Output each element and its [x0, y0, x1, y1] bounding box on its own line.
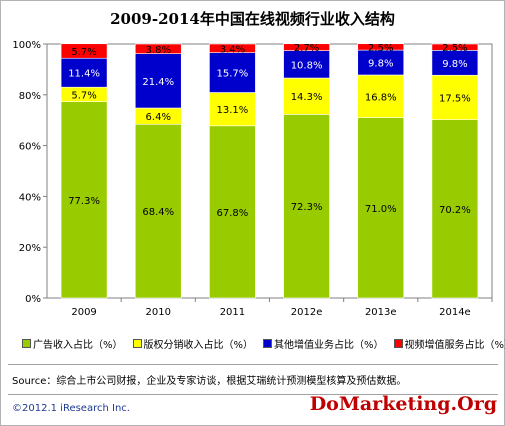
legend-swatch	[263, 339, 273, 348]
data-label: 5.7%	[71, 47, 96, 58]
y-tick-label: 100%	[12, 40, 41, 51]
y-tick-label: 60%	[19, 142, 41, 153]
x-tick-label: 2010	[146, 307, 171, 318]
legend-entry: 广告收入占比（%）	[22, 336, 123, 351]
bar-segment	[209, 52, 256, 93]
data-label: 11.4%	[68, 69, 100, 80]
data-label: 68.4%	[142, 207, 174, 218]
x-tick-label: 2011	[220, 307, 245, 318]
x-tick-label: 2013e	[365, 307, 397, 318]
legend-label: 视频增值服务占比（%）	[404, 340, 505, 351]
plot-area	[46, 43, 493, 299]
legend-entry: 版权分销收入占比（%）	[132, 336, 254, 351]
data-label: 10.8%	[291, 60, 323, 71]
data-label: 17.5%	[439, 93, 471, 104]
data-label: 5.7%	[71, 90, 96, 101]
data-label: 21.4%	[142, 77, 174, 88]
data-label: 72.3%	[291, 202, 323, 213]
bar-segment	[357, 117, 405, 299]
data-label: 15.7%	[217, 69, 249, 80]
data-label: 2.7%	[294, 43, 319, 54]
legend-label: 版权分销收入占比（%）	[143, 340, 254, 351]
data-label: 16.8%	[365, 92, 397, 103]
y-tick-label: 20%	[19, 243, 41, 254]
legend-label: 广告收入占比（%）	[33, 340, 123, 351]
x-tick-label: 2009	[71, 307, 96, 318]
data-label: 9.8%	[368, 59, 393, 70]
chart-title: 2009-2014年中国在线视频行业收入结构	[110, 10, 395, 28]
bar-segment	[431, 74, 479, 120]
bar-segment	[357, 74, 405, 118]
legend-swatch	[132, 339, 142, 348]
bar-segment	[357, 49, 405, 76]
bar-segment	[134, 123, 182, 299]
bar-segment	[209, 125, 256, 299]
data-label: 67.8%	[217, 208, 249, 219]
data-label: 71.0%	[365, 204, 397, 215]
y-tick-label: 0%	[25, 294, 41, 305]
x-tick-label: 2012e	[291, 307, 323, 318]
bar-segment	[134, 43, 182, 54]
bar-segment	[283, 43, 330, 51]
bar-segment	[431, 119, 479, 299]
bar-segment	[60, 57, 108, 88]
legend-swatch	[393, 339, 403, 348]
chart-legend: 广告收入占比（%） 版权分销收入占比（%） 其他增值业务占比（%） 视频增值服务占比（…	[22, 336, 505, 351]
data-label: 3.4%	[220, 44, 245, 55]
legend-entry: 其他增值业务占比（%）	[263, 336, 384, 351]
x-tick-label: 2014e	[439, 307, 471, 318]
divider-line	[8, 394, 498, 395]
data-label: 77.3%	[68, 196, 100, 207]
data-label: 2.5%	[442, 43, 467, 54]
data-label: 14.3%	[291, 92, 323, 103]
y-tick-label: 40%	[19, 192, 41, 203]
data-label: 2.5%	[368, 43, 393, 54]
source-note: Source：综合上市公司财报，企业及专家访谈，根据艾瑞统计预测模型核算及预估数…	[12, 376, 407, 387]
legend-entry: 视频增值服务占比（%）	[393, 336, 505, 351]
divider-line	[8, 364, 498, 365]
bar-segment	[283, 77, 330, 115]
watermark: DoMarketing.Org	[309, 393, 497, 415]
data-label: 6.4%	[146, 112, 171, 123]
bar-segment	[60, 101, 108, 299]
bar-segment	[357, 43, 405, 51]
copyright-text: ©2012.1 iResearch Inc.	[12, 403, 130, 414]
data-label: 13.1%	[217, 105, 249, 116]
bar-segment	[283, 114, 330, 299]
data-label: 9.8%	[442, 59, 467, 70]
bar-segment	[60, 43, 108, 59]
bar-segment	[431, 43, 479, 51]
y-tick-label: 80%	[19, 91, 41, 102]
data-label: 70.2%	[439, 205, 471, 216]
data-label: 3.8%	[146, 45, 171, 56]
bar-segment	[209, 43, 256, 53]
bar-segment	[209, 92, 256, 127]
legend-swatch	[22, 339, 31, 348]
legend-label: 其他增值业务占比（%）	[274, 340, 384, 351]
